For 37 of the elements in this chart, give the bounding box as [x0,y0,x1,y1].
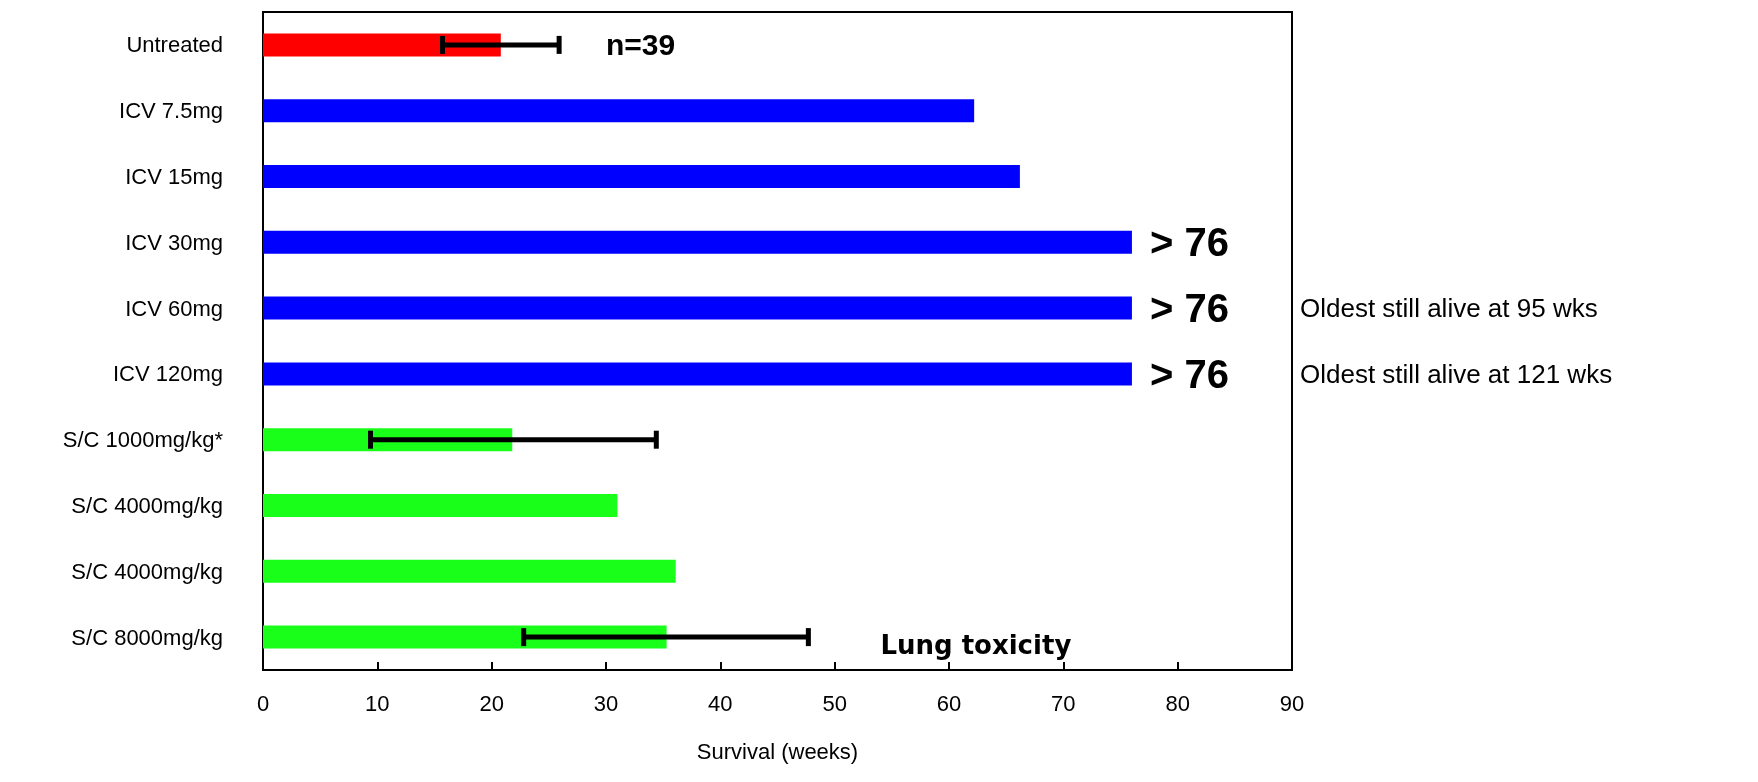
x-tick-label: 0 [256,690,270,716]
y-tick-label: ICV 30mg [125,229,223,255]
bar [263,99,975,123]
x-tick-label: 60 [936,690,962,716]
y-tick-label: Untreated [126,32,223,58]
x-tick-label: 90 [1279,690,1305,716]
bar [263,362,1132,386]
annotation: > 76 [1149,286,1229,331]
x-tick-label: 30 [593,690,619,716]
y-tick-label: ICV 7.5mg [119,98,223,124]
x-axis-title: Survival (weeks) [696,738,859,764]
y-tick-label: S/C 4000mg/kg [71,558,223,584]
bar [263,296,1132,320]
x-tick-label: 70 [1051,690,1076,716]
y-tick-label: S/C 1000mg/kg* [62,427,224,453]
text: Oldest still alive at 95 wks [1300,293,1598,324]
bar [263,559,676,583]
y-tick-label: ICV 120mg [112,361,223,387]
annotation: > 76 [1149,220,1229,265]
x-tick-label: 50 [822,690,847,716]
bar [263,625,667,649]
x-tick-label: 20 [479,690,504,716]
y-tick-label: ICV 15mg [125,164,223,189]
bar [263,230,1132,254]
bar [263,165,1020,188]
annotation: > 76 [1149,351,1229,396]
bar [263,33,501,57]
y-tick-label: ICV 60mg [125,295,223,321]
y-tick-label: S/C 8000mg/kg [71,624,223,650]
x-tick-label: 10 [365,690,390,716]
annotation: n=39 [606,28,676,62]
y-tick-label: S/C 4000mg/kg [71,493,223,518]
text: Oldest still alive at 121 wks [1300,358,1613,389]
x-tick-label: 80 [1165,690,1190,716]
bar [263,494,618,517]
x-tick-label: 40 [708,690,733,716]
annotation: Lung toxicity [880,630,1072,661]
